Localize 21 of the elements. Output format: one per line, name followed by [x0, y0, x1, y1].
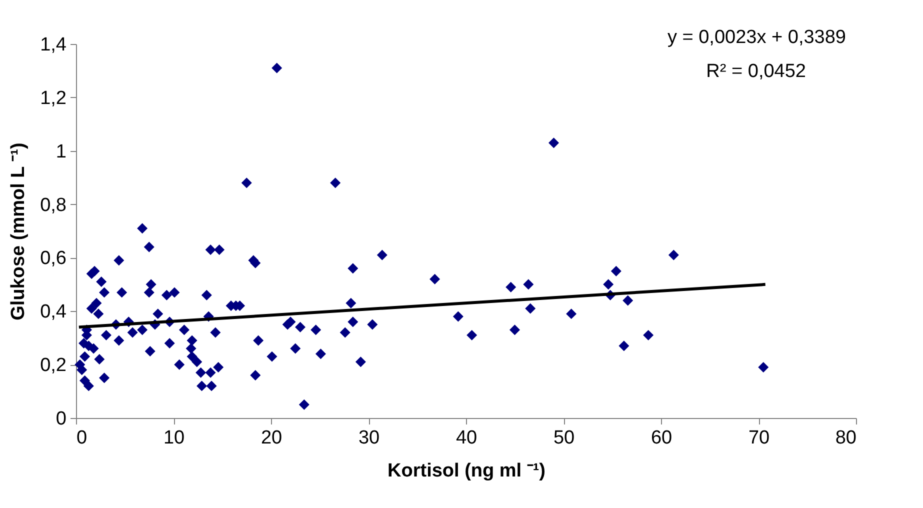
x-tick-label: 70: [748, 428, 770, 448]
x-tick-label: 10: [163, 428, 185, 448]
x-tick-label: 20: [260, 428, 282, 448]
y-tick-label: 0,6: [40, 248, 66, 270]
y-tick-label: 0,4: [40, 302, 67, 323]
x-tick-label: 0: [76, 428, 88, 448]
x-tick-label: 50: [553, 428, 575, 448]
x-tick-label: 80: [835, 428, 856, 448]
x-tick-label: 30: [358, 428, 380, 448]
y-axis-title: Glukose (mmol L ⁻¹): [8, 142, 30, 320]
x-tick-label: 40: [456, 428, 478, 448]
y-tick-label: 1: [56, 141, 66, 162]
y-tick-label: 1,2: [40, 88, 66, 109]
y-tick-label: 0: [56, 408, 66, 430]
x-tick-label: 60: [650, 428, 672, 448]
x-axis-title: Kortisol (ng ml ⁻¹): [388, 460, 546, 482]
y-tick-label: 0,8: [40, 194, 66, 216]
y-tick-label: 0,2: [40, 355, 66, 376]
y-tick-label: 1,4: [40, 34, 67, 56]
annotation: R² = 0,0452: [706, 61, 806, 82]
annotation: y = 0,0023x + 0,3389: [667, 27, 846, 48]
